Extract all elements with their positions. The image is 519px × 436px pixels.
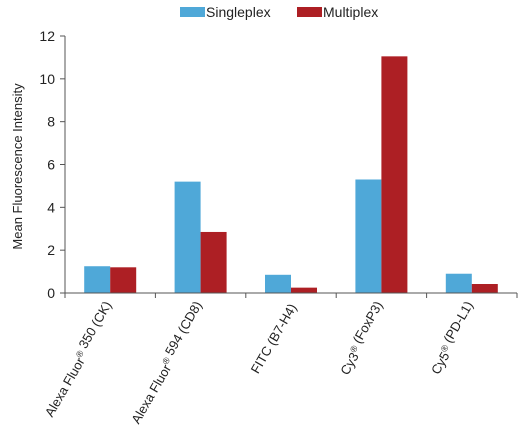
legend: Singleplex Multiplex [180, 4, 378, 20]
bar-singleplex-2 [265, 274, 291, 293]
x-tick-label: Cy5® (PD-L1) [424, 299, 481, 377]
bar-multiplex-3 [381, 56, 408, 294]
x-tick-label: Alexa Fluor® 350 (CK) [37, 299, 118, 420]
x-tick-label: Alexa Fluor® 594 (CD8) [124, 299, 209, 427]
x-axis: Alexa Fluor® 350 (CK)Alexa Fluor® 594 (C… [37, 292, 518, 427]
bar-multiplex-0 [110, 267, 137, 293]
y-tick-label: 8 [47, 114, 55, 130]
bar-singleplex-0 [84, 266, 111, 293]
y-tick-label: 6 [47, 157, 55, 173]
x-tick-label: Cy3® (FoxP3) [333, 299, 390, 378]
bars [84, 56, 498, 294]
bar-multiplex-2 [291, 287, 317, 293]
legend-swatch-singleplex [180, 7, 205, 17]
bar-multiplex-4 [471, 284, 498, 293]
legend-swatch-multiplex [297, 7, 322, 17]
legend-label-multiplex: Multiplex [323, 4, 378, 20]
y-axis: 0 2 4 6 8 10 12 Mean Fluorescence Intensity [10, 28, 66, 301]
legend-label-singleplex: Singleplex [206, 4, 271, 20]
bar-multiplex-1 [200, 231, 227, 293]
bar-singleplex-4 [445, 273, 472, 293]
bar-singleplex-3 [355, 179, 382, 293]
y-tick-label: 0 [47, 285, 55, 301]
y-tick-label: 4 [47, 199, 55, 215]
y-tick-label: 12 [39, 28, 55, 44]
y-tick-label: 10 [39, 71, 55, 87]
y-tick-label: 2 [47, 242, 55, 258]
x-tick-label: FITC (B7-H4) [248, 301, 300, 376]
bar-singleplex-1 [174, 181, 201, 293]
y-axis-title: Mean Fluorescence Intensity [10, 83, 25, 250]
